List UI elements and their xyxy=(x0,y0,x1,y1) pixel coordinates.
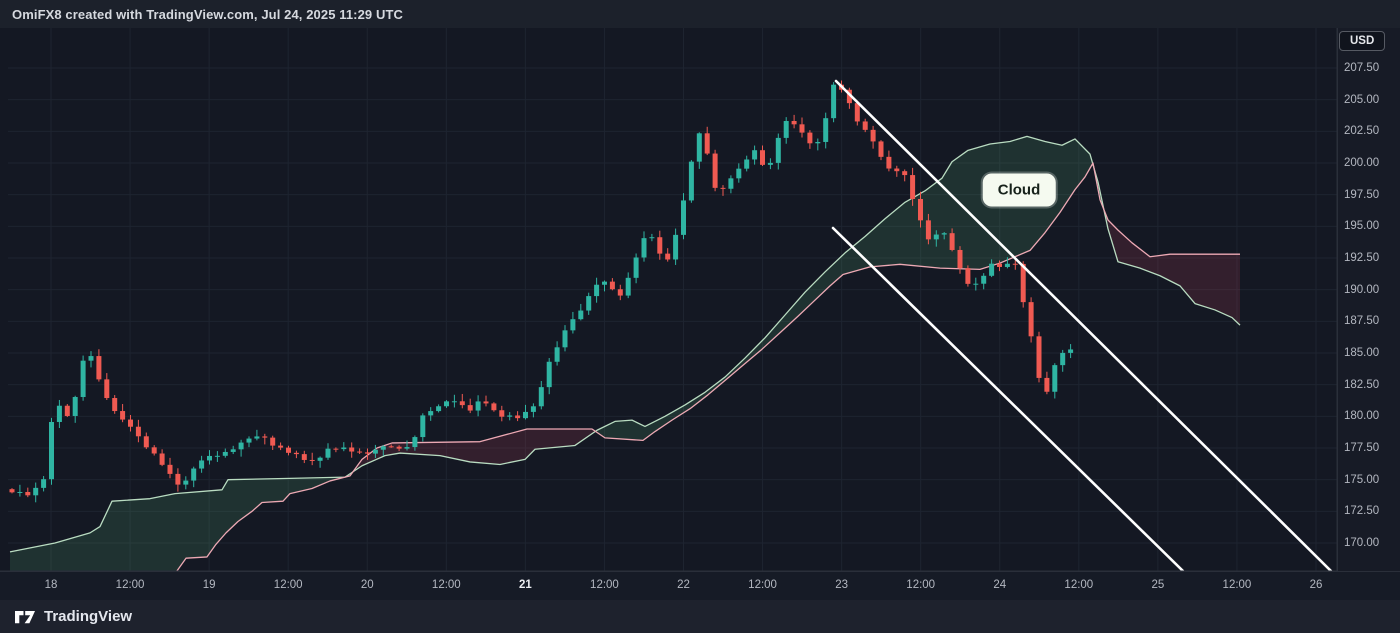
trendline-channel-upper xyxy=(834,79,1333,571)
price-tick-label: 192.50 xyxy=(1344,252,1380,264)
chart-title: OmiFX8 created with TradingView.com, Jul… xyxy=(12,6,403,22)
price-tick-label: 172.50 xyxy=(1344,505,1380,518)
price-tick-label: 180.00 xyxy=(1344,410,1380,423)
time-axis[interactable]: 18 12:00 19 12:00 20 12:00 21 12:00 22 12:00 23 12:… xyxy=(0,571,1400,600)
price-tick-label: 195.00 xyxy=(1344,220,1380,233)
time-tick-label: 21 xyxy=(518,579,532,591)
price-tick-label: 197.50 xyxy=(1344,188,1380,201)
time-tick-label: 23 xyxy=(835,579,849,591)
time-tick-label: 12:00 xyxy=(431,579,461,591)
price-tick-label: 190.00 xyxy=(1344,283,1380,296)
price-axis[interactable]: 207.50 205.00 202.50 200.00 197.50 195.00 192.… xyxy=(1337,28,1400,571)
chart-canvas[interactable] xyxy=(0,0,1400,600)
plot-area xyxy=(8,28,1337,571)
price-tick-label: 185.00 xyxy=(1344,347,1380,359)
time-tick-label: 18 xyxy=(44,579,58,591)
tradingview-logo-icon[interactable] xyxy=(14,609,36,625)
price-tick-label: 202.50 xyxy=(1344,125,1380,138)
trendline-channel-lower xyxy=(831,226,1185,571)
time-tick-label: 22 xyxy=(677,579,690,591)
price-tick-label: 182.50 xyxy=(1344,378,1380,391)
time-tick-label: 25 xyxy=(1151,579,1165,591)
price-tick-label: 205.00 xyxy=(1344,93,1380,106)
time-tick-label: 12:00 xyxy=(115,579,145,591)
footer-bar: TradingView xyxy=(0,600,1400,633)
time-tick-label: 12:00 xyxy=(906,579,936,591)
price-tick-label: 177.50 xyxy=(1344,442,1380,454)
time-tick-label: 12:00 xyxy=(748,579,777,591)
cloud-annotation-label[interactable]: Cloud xyxy=(982,173,1056,207)
tradingview-brand-text[interactable]: TradingView xyxy=(44,608,133,625)
time-tick-label: 12:00 xyxy=(590,579,619,591)
price-tick-label: 170.00 xyxy=(1344,537,1380,549)
time-tick-label: 24 xyxy=(993,579,1007,591)
time-tick-label: 19 xyxy=(202,579,216,591)
time-tick-label: 12:00 xyxy=(273,579,303,591)
price-tick-label: 200.00 xyxy=(1344,157,1380,169)
currency-toggle-button[interactable]: USD xyxy=(1339,31,1386,51)
time-tick-label: 26 xyxy=(1309,579,1323,591)
time-tick-label: 20 xyxy=(360,579,374,591)
price-tick-label: 207.50 xyxy=(1344,62,1380,74)
time-tick-label: 12:00 xyxy=(1064,579,1094,591)
price-tick-label: 187.50 xyxy=(1344,315,1380,328)
time-tick-label: 12:00 xyxy=(1222,579,1252,591)
chart-header: OmiFX8 created with TradingView.com, Jul… xyxy=(0,0,1400,28)
price-tick-label: 175.00 xyxy=(1344,473,1380,486)
